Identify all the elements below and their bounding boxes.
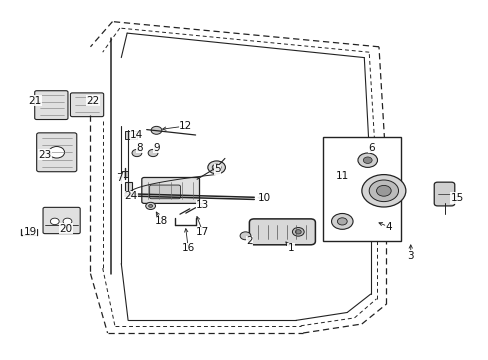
Circle shape (292, 228, 304, 236)
Text: 21: 21 (28, 96, 42, 106)
Circle shape (368, 180, 398, 202)
Text: 14: 14 (130, 130, 143, 140)
Text: 10: 10 (257, 193, 270, 203)
Bar (124, 131, 137, 139)
FancyBboxPatch shape (70, 93, 103, 117)
Text: 9: 9 (153, 143, 160, 153)
Text: 7: 7 (116, 173, 123, 183)
Text: 16: 16 (181, 243, 195, 253)
Circle shape (212, 164, 221, 171)
Text: 20: 20 (60, 224, 72, 234)
Text: 8: 8 (136, 143, 142, 153)
Circle shape (331, 213, 352, 229)
FancyBboxPatch shape (249, 219, 315, 245)
Circle shape (63, 218, 72, 225)
Circle shape (240, 232, 250, 240)
Text: 22: 22 (86, 96, 100, 106)
FancyBboxPatch shape (149, 185, 180, 199)
Circle shape (148, 149, 158, 157)
Text: 23: 23 (38, 150, 52, 160)
Text: 4: 4 (385, 222, 391, 232)
Circle shape (295, 230, 301, 234)
Text: 3: 3 (407, 251, 413, 261)
Circle shape (361, 175, 405, 207)
Circle shape (207, 161, 225, 174)
Circle shape (337, 218, 346, 225)
Circle shape (357, 153, 377, 167)
Text: 12: 12 (179, 121, 192, 131)
Text: 24: 24 (124, 191, 138, 201)
Text: 19: 19 (23, 227, 37, 237)
Bar (322, 137, 400, 241)
Text: 2: 2 (245, 236, 252, 246)
Text: 6: 6 (367, 143, 374, 153)
Text: 5: 5 (214, 164, 221, 174)
Text: 15: 15 (449, 193, 463, 203)
Circle shape (132, 149, 142, 157)
Text: 18: 18 (154, 216, 168, 226)
FancyBboxPatch shape (37, 133, 77, 172)
FancyBboxPatch shape (43, 207, 80, 234)
Text: 13: 13 (196, 200, 209, 210)
Circle shape (148, 204, 152, 207)
Circle shape (151, 126, 162, 134)
Circle shape (363, 157, 371, 163)
FancyBboxPatch shape (35, 91, 68, 120)
Bar (122, 171, 128, 177)
Circle shape (376, 185, 390, 196)
Text: 17: 17 (196, 227, 209, 237)
Bar (124, 182, 131, 196)
Circle shape (145, 202, 155, 210)
FancyBboxPatch shape (142, 177, 199, 203)
Circle shape (50, 218, 59, 225)
FancyBboxPatch shape (433, 182, 454, 206)
Text: 11: 11 (335, 171, 348, 181)
Circle shape (49, 147, 64, 158)
Text: 1: 1 (287, 243, 294, 253)
